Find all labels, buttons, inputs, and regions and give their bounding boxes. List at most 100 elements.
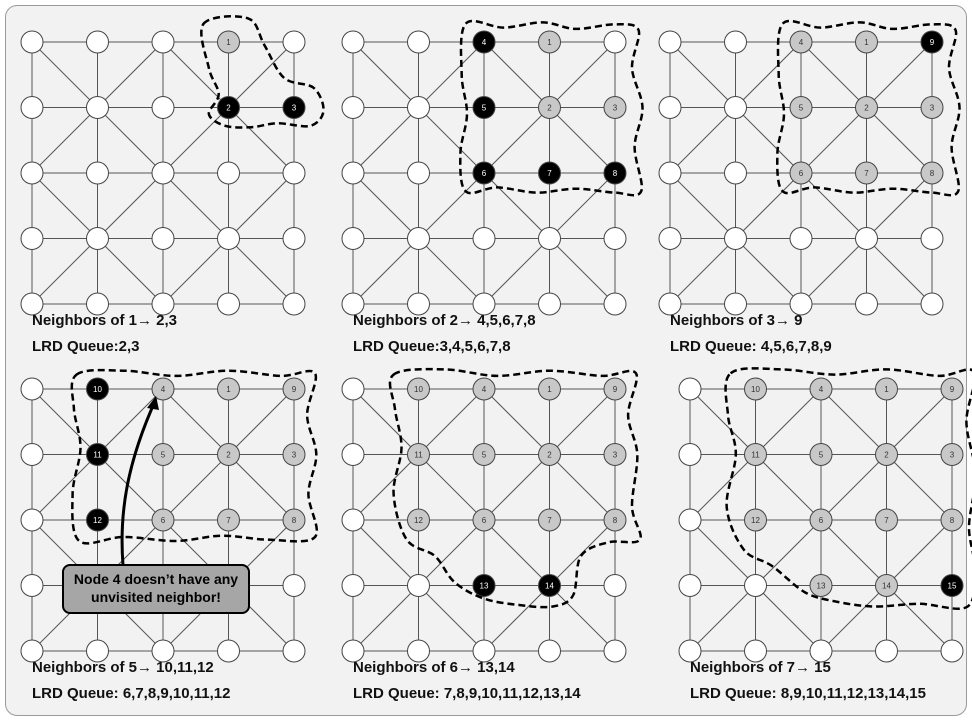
visited-node bbox=[875, 443, 898, 466]
unvisited-node bbox=[658, 161, 682, 185]
neighbors-caption: Neighbors of 6→ 13,14 bbox=[353, 659, 515, 676]
node-label: 12 bbox=[414, 516, 423, 525]
visited-node bbox=[789, 30, 813, 54]
frontier-node bbox=[282, 96, 306, 119]
graph-edge bbox=[228, 41, 295, 108]
node-label: 1 bbox=[884, 385, 889, 394]
graph-edge bbox=[97, 238, 164, 305]
graph-edge bbox=[800, 107, 867, 174]
unvisited-node bbox=[20, 30, 44, 54]
unvisited-node bbox=[724, 292, 747, 316]
node-label: 3 bbox=[930, 104, 935, 113]
graph-edge bbox=[755, 388, 822, 455]
graph-edge bbox=[483, 454, 550, 521]
visited-node bbox=[217, 508, 240, 532]
visited-node bbox=[789, 96, 813, 119]
graph-edge bbox=[162, 172, 229, 239]
node-label: 5 bbox=[161, 451, 166, 460]
graph-edge bbox=[866, 41, 933, 108]
graph-edge bbox=[669, 238, 736, 305]
node-label: 6 bbox=[819, 516, 824, 525]
unvisited-node bbox=[724, 227, 747, 250]
queue-caption: LRD Queue: 8,9,10,11,12,13,14,15 bbox=[690, 685, 926, 702]
graph-edge bbox=[418, 238, 485, 305]
node-label: 5 bbox=[482, 104, 487, 113]
unvisited-node bbox=[217, 292, 240, 316]
node-label: 6 bbox=[161, 516, 166, 525]
unvisited-node bbox=[282, 161, 306, 185]
unvisited-node bbox=[678, 508, 702, 532]
graph-edge bbox=[755, 519, 822, 586]
grid-graph: 10 4 1 9 11 5 2 3 12 6 7 8 13 14 bbox=[341, 367, 642, 663]
unvisited-node bbox=[341, 161, 365, 185]
node-label: 14 bbox=[545, 582, 554, 591]
visited-node bbox=[920, 161, 944, 185]
graph-edge bbox=[31, 238, 98, 305]
graph-edge bbox=[483, 585, 550, 652]
unvisited-node bbox=[407, 639, 430, 663]
graph-edge bbox=[162, 107, 229, 174]
graph-edge bbox=[97, 107, 164, 174]
frontier-node bbox=[920, 30, 944, 54]
visited-boundary bbox=[776, 19, 961, 197]
unvisited-node bbox=[20, 292, 44, 316]
graph-edge bbox=[31, 41, 98, 108]
unvisited-node bbox=[151, 30, 175, 54]
grid-graph: 4 1 5 2 3 6 7 8 bbox=[341, 19, 644, 316]
unvisited-node bbox=[341, 443, 365, 466]
graph-edge bbox=[800, 172, 867, 239]
visited-node bbox=[538, 508, 561, 532]
visited-node bbox=[809, 377, 833, 401]
graph-edge bbox=[418, 107, 485, 174]
graph-edge bbox=[162, 388, 229, 455]
unvisited-node bbox=[678, 574, 702, 597]
visited-node bbox=[282, 377, 306, 401]
graph-edge bbox=[820, 519, 887, 586]
unvisited-node bbox=[341, 227, 365, 250]
unvisited-node bbox=[407, 292, 430, 316]
neighbors-caption: Neighbors of 1→ 2,3 bbox=[32, 312, 178, 329]
unvisited-node bbox=[20, 639, 44, 663]
visited-node bbox=[809, 508, 833, 532]
node-label: 1 bbox=[547, 38, 552, 47]
node-label: 12 bbox=[751, 516, 760, 525]
visited-node bbox=[151, 443, 175, 466]
unvisited-node bbox=[678, 443, 702, 466]
unvisited-node bbox=[20, 574, 44, 597]
visited-node bbox=[744, 443, 767, 466]
graph-edge bbox=[886, 585, 953, 652]
grid-graph: 4 1 9 5 2 3 6 7 8 bbox=[658, 19, 961, 316]
unvisited-node bbox=[282, 30, 306, 54]
unvisited-node bbox=[658, 227, 682, 250]
node-4-callout: Node 4 doesn’t have any unvisited neighb… bbox=[62, 564, 250, 614]
graph-edge bbox=[97, 41, 164, 108]
node-label: 9 bbox=[613, 385, 618, 394]
unvisited-node bbox=[407, 30, 430, 54]
visited-node bbox=[151, 508, 175, 532]
node-label: 11 bbox=[93, 451, 102, 460]
unvisited-node bbox=[603, 639, 627, 663]
unvisited-node bbox=[789, 292, 813, 316]
unvisited-node bbox=[151, 227, 175, 250]
graph-edge bbox=[352, 388, 419, 455]
graph-edge bbox=[689, 519, 756, 586]
graph-edge bbox=[228, 388, 295, 455]
unvisited-node bbox=[658, 96, 682, 119]
graph-edge bbox=[820, 454, 887, 521]
unvisited-node bbox=[658, 292, 682, 316]
graph-edge bbox=[820, 388, 887, 455]
unvisited-node bbox=[341, 639, 365, 663]
node-label: 7 bbox=[884, 516, 889, 525]
node-label: 8 bbox=[292, 516, 297, 525]
graph-edge bbox=[800, 238, 867, 305]
visited-node bbox=[217, 443, 240, 466]
unvisited-node bbox=[920, 227, 944, 250]
unvisited-node bbox=[472, 227, 496, 250]
graph-edge bbox=[549, 238, 616, 305]
node-label: 14 bbox=[882, 582, 891, 591]
panel-step-1: 1 2 3 Neighbors of 1→ 2,3 LRD Queue:2,3 bbox=[12, 6, 325, 355]
unvisited-node bbox=[282, 574, 306, 597]
unvisited-node bbox=[855, 227, 878, 250]
unvisited-node bbox=[341, 508, 365, 532]
frontier-node bbox=[217, 96, 240, 119]
